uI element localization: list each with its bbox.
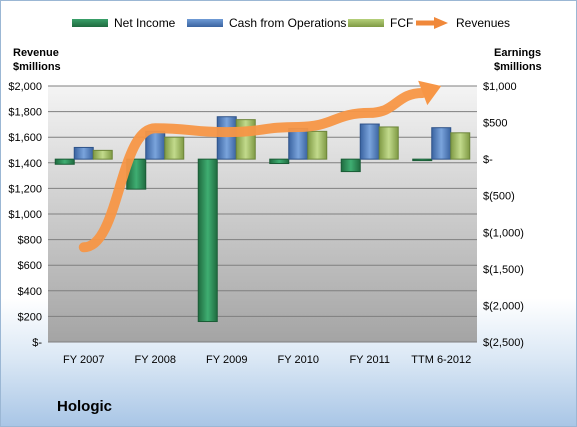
left-tick-label: $200 bbox=[18, 311, 42, 323]
bar-fcf bbox=[92, 149, 113, 160]
right-axis-title-line1: Earnings bbox=[494, 47, 542, 59]
right-tick-label: $1,000 bbox=[483, 81, 517, 93]
bar-net-income bbox=[54, 158, 75, 165]
legend-swatch-net-income bbox=[72, 19, 108, 27]
revenue-line bbox=[78, 80, 442, 253]
legend-label-net-income: Net Income bbox=[114, 16, 176, 30]
bar-net-income bbox=[340, 158, 361, 173]
bar-cash-from-operations bbox=[73, 146, 94, 160]
x-tick-label: FY 2007 bbox=[63, 354, 104, 366]
right-tick-label: $- bbox=[483, 154, 493, 166]
left-tick-label: $1,400 bbox=[8, 158, 42, 170]
legend-item-net-income: Net Income bbox=[72, 16, 175, 30]
left-tick-label: $1,600 bbox=[8, 132, 42, 144]
left-axis-ticks: $- $200 $400 $600 $800 $1,000 $1,200 $1,400 $1,6… bbox=[8, 81, 42, 349]
legend-label-fcf: FCF bbox=[390, 16, 414, 30]
x-tick-label: FY 2009 bbox=[206, 354, 247, 366]
bar-net-income bbox=[197, 158, 218, 323]
right-tick-label: $500 bbox=[483, 118, 507, 130]
legend-item-fcf: FCF bbox=[348, 16, 413, 30]
bar-fcf bbox=[378, 126, 399, 160]
x-tick-label: FY 2011 bbox=[349, 354, 390, 366]
legend-swatch-fcf bbox=[348, 19, 384, 27]
x-tick-label: TTM 6-2012 bbox=[411, 354, 471, 366]
left-tick-label: $800 bbox=[18, 235, 42, 247]
right-axis-title: Earnings $millions bbox=[494, 46, 542, 74]
revenue-arrowhead bbox=[418, 80, 442, 106]
legend-label-revenues: Revenues bbox=[456, 16, 511, 30]
bar-fcf bbox=[307, 130, 328, 160]
right-tick-label: $(1,500) bbox=[483, 264, 524, 276]
bar-cash-from-operations bbox=[431, 127, 452, 160]
left-tick-label: $400 bbox=[18, 286, 42, 298]
right-tick-label: $(2,500) bbox=[483, 337, 524, 349]
left-tick-label: $1,000 bbox=[8, 209, 42, 221]
bar-fcf bbox=[450, 132, 471, 160]
legend-label-cfo: Cash from Operations bbox=[229, 16, 347, 30]
right-axis-title-line2: $millions bbox=[494, 61, 542, 73]
left-axis-title-line1: Revenue bbox=[13, 47, 59, 59]
left-tick-label: $1,200 bbox=[8, 183, 42, 195]
gridlines bbox=[48, 85, 477, 343]
legend-item-cfo: Cash from Operations bbox=[187, 16, 346, 30]
x-tick-label: FY 2010 bbox=[278, 354, 319, 366]
left-axis-title-line2: $millions bbox=[13, 61, 61, 73]
bar-cash-from-operations bbox=[288, 127, 309, 160]
left-tick-label: $- bbox=[32, 337, 42, 349]
left-axis-title: Revenue $millions bbox=[13, 46, 61, 74]
left-tick-label: $600 bbox=[18, 260, 42, 272]
legend-swatch-cfo bbox=[187, 19, 223, 27]
revenue-line-path bbox=[78, 87, 428, 253]
bar-cash-from-operations bbox=[216, 116, 237, 160]
left-tick-label: $1,800 bbox=[8, 107, 42, 119]
bar-net-income bbox=[412, 158, 433, 162]
x-axis-labels: FY 2007 FY 2008 FY 2009 FY 2010 FY 2011 TTM 6… bbox=[63, 354, 471, 366]
bar-net-income bbox=[269, 158, 290, 165]
right-axis-ticks: $(2,500) $(2,000) $(1,500) $(1,000) $(500) $-… bbox=[483, 81, 524, 349]
bar-cash-from-operations bbox=[359, 123, 380, 160]
x-tick-label: FY 2008 bbox=[135, 354, 176, 366]
right-tick-label: $(2,000) bbox=[483, 300, 524, 312]
chart-legend: Net Income Cash from Operations FCF Reve… bbox=[0, 14, 577, 34]
left-tick-label: $2,000 bbox=[8, 81, 42, 93]
company-title: Hologic bbox=[57, 398, 112, 415]
right-tick-label: $(500) bbox=[483, 191, 515, 203]
legend-item-revenues: Revenues bbox=[414, 16, 510, 30]
right-tick-label: $(1,000) bbox=[483, 227, 524, 239]
legend-swatch-revenues bbox=[416, 17, 448, 29]
bar-series bbox=[54, 116, 471, 323]
bar-fcf bbox=[235, 119, 256, 160]
bar-fcf bbox=[164, 136, 185, 160]
